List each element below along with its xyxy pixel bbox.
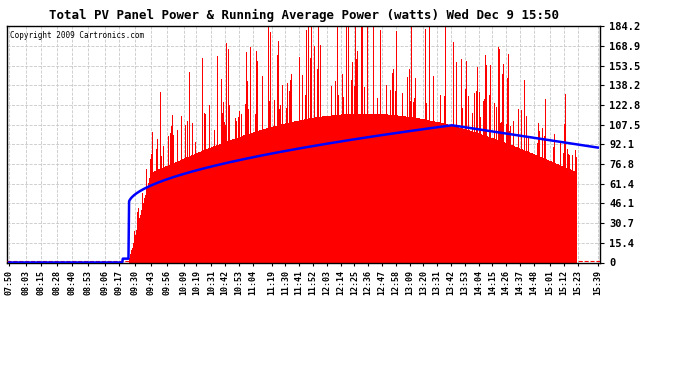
Text: Total PV Panel Power & Running Average Power (watts) Wed Dec 9 15:50: Total PV Panel Power & Running Average P… [48,9,559,22]
Text: Copyright 2009 Cartronics.com: Copyright 2009 Cartronics.com [10,31,144,40]
